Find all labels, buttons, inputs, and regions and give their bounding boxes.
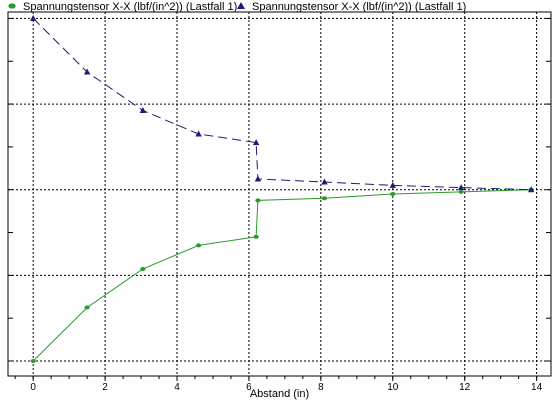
axes: 0 2 4 6 8 10 12 14: [8, 17, 551, 393]
series-1-point: [321, 196, 328, 201]
series-1-point: [458, 189, 464, 194]
legend-label-1: Spannungstensor X-X (lbf/(in^2)) (Lastfa…: [23, 1, 237, 13]
series-1: [30, 187, 534, 364]
series-2-point: [29, 14, 37, 21]
x-tick-label: 4: [174, 382, 180, 393]
series-2-point: [528, 186, 535, 193]
series-layer: [29, 14, 535, 364]
series-1-point: [255, 198, 261, 203]
x-axis-title: Abstand (in): [250, 388, 309, 400]
legend-marker-2: [237, 2, 245, 9]
series-1-point: [140, 266, 146, 271]
series-1-line: [32, 189, 532, 362]
x-tick-label: 12: [459, 382, 471, 393]
series-2: [29, 14, 535, 193]
legend-label-2: Spannungstensor X-X (lbf/(in^2)) (Lastfa…: [252, 1, 466, 13]
x-tick-label: 8: [318, 382, 324, 393]
series-1-point: [253, 234, 259, 239]
series-2-point: [139, 106, 147, 113]
x-tick-label: 2: [102, 382, 108, 393]
series-2-point: [195, 130, 202, 137]
x-tick-label: 0: [30, 382, 36, 393]
series-2-point: [252, 139, 260, 146]
legend: Spannungstensor X-X (lbf/(in^2)) (Lastfa…: [8, 1, 466, 13]
series-2-point: [321, 178, 328, 185]
series-1-point: [195, 243, 202, 248]
series-2-line: [32, 18, 532, 191]
x-tick-label: 10: [387, 382, 399, 393]
x-tick-label: 6: [246, 382, 252, 393]
series-2-point: [457, 184, 465, 191]
series-2-point: [254, 175, 262, 182]
series-2-point: [389, 181, 396, 188]
series-2-point: [83, 68, 91, 75]
legend-marker-1: [8, 3, 16, 9]
plot-frame: [7, 11, 552, 377]
series-1-point: [84, 305, 90, 310]
series-1-point: [390, 192, 396, 196]
x-tick-label: 14: [531, 382, 543, 393]
series-1-point: [30, 359, 36, 364]
